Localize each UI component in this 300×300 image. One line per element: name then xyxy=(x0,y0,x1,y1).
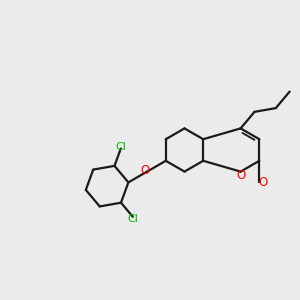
Text: O: O xyxy=(140,164,149,177)
Text: O: O xyxy=(236,169,245,182)
Text: Cl: Cl xyxy=(128,214,139,224)
Text: O: O xyxy=(258,176,268,189)
Text: Cl: Cl xyxy=(116,142,127,152)
